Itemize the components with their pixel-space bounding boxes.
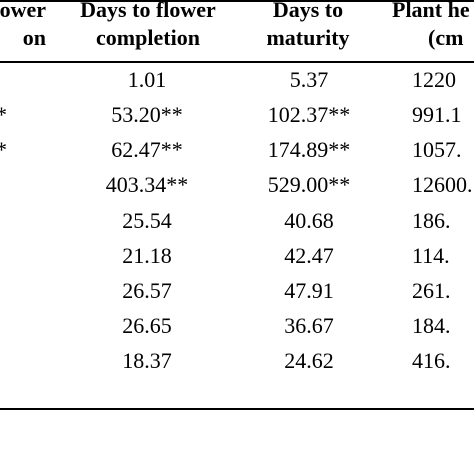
table-cell-col-1: 403.34**: [105, 172, 189, 197]
table-cell-col-2: 5.37: [289, 67, 329, 92]
table-cell-col-2: 529.00**: [267, 172, 351, 197]
table-cell-col-3: 991.1: [412, 102, 462, 127]
table-cell-col-1: 1.01: [127, 67, 167, 92]
header-col-3-line-2: (cm: [428, 25, 464, 50]
header-col-0: ower on: [0, 0, 46, 52]
table-cell-col-3: 186.: [412, 208, 451, 233]
table-cell-col-1: 21.18: [122, 243, 172, 268]
table-cell-col-1: 62.47**: [111, 137, 183, 162]
header-col-2: Days to maturity: [248, 0, 368, 52]
table-cell-col-1: 26.57: [122, 278, 172, 303]
table-cell-col-1: 25.54: [122, 208, 172, 233]
header-col-3-line-1: Plant he: [392, 0, 470, 22]
table-cell-col-3: 184.: [412, 313, 451, 338]
header-col-2-line-2: maturity: [266, 25, 350, 50]
table-cell-col-2: 24.62: [284, 348, 334, 373]
table-cell-col-2: 102.37**: [267, 102, 351, 127]
header-col-2-line-1: Days to: [272, 0, 344, 22]
table-cell-col-1: 26.65: [122, 313, 172, 338]
table-cell-col-2: 174.89**: [267, 137, 351, 162]
table-cell-col-0: *: [0, 137, 10, 163]
table-header-rule: [0, 61, 474, 63]
table-cell-col-3: 114.: [412, 243, 450, 268]
table-cell-col-2: 47.91: [284, 278, 334, 303]
header-col-3: Plant he (cm: [392, 0, 474, 52]
table-cell-col-3: 416.: [412, 348, 451, 373]
table-cell-col-3: 12600.: [412, 172, 473, 197]
table-cell-col-2: 42.47: [284, 243, 334, 268]
table-cell-col-2: 40.68: [284, 208, 334, 233]
header-col-0-line-1: ower: [0, 0, 46, 22]
table-cell-col-1: 53.20**: [111, 102, 183, 127]
table-cell-col-3: 261.: [412, 278, 451, 303]
table-top-rule: [0, 0, 474, 2]
table-cell-col-1: 18.37: [122, 348, 172, 373]
table-bottom-rule: [0, 408, 474, 410]
table-cell-col-0: *: [0, 102, 10, 128]
header-col-1-line-2: completion: [96, 25, 200, 50]
header-col-1: Days to flower completion: [58, 0, 238, 52]
header-col-0-line-2: on: [22, 25, 46, 50]
header-col-1-line-1: Days to flower: [80, 0, 216, 22]
table-cell-col-3: 1220: [412, 67, 456, 92]
table-cell-col-2: 36.67: [284, 313, 334, 338]
table-cell-col-3: 1057.: [412, 137, 462, 162]
